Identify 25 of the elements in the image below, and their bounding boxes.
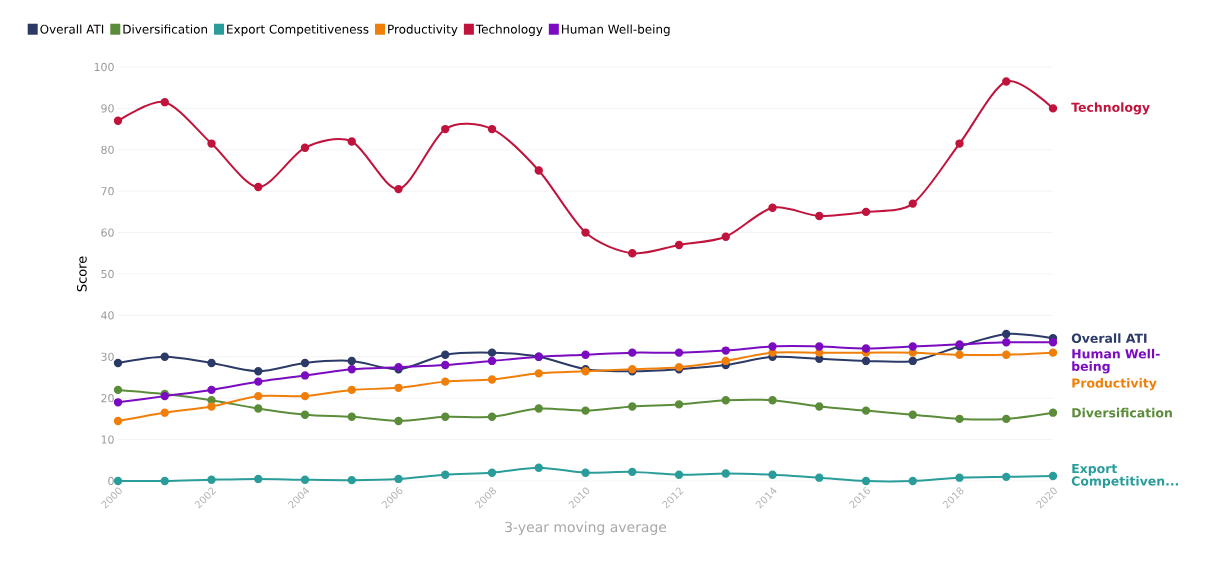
legend-label: Overall ATI xyxy=(40,24,104,34)
legend-label: Technology xyxy=(475,24,543,37)
legend-label: Human Well-being xyxy=(562,24,670,37)
y-axis-title: Score xyxy=(76,256,87,292)
y-tick-label: 70 xyxy=(101,187,114,196)
y-tick-label: 100 xyxy=(94,62,114,72)
legend-label: Export Competitiveness xyxy=(227,24,369,37)
legend-label: Diversification xyxy=(123,24,208,34)
text: Technology xyxy=(1071,102,1150,115)
y-tick-label: 10 xyxy=(101,435,114,444)
y-tick-label: 20 xyxy=(101,394,114,403)
y-tick-label: 40 xyxy=(101,311,114,320)
y-tick-label: 80 xyxy=(101,145,114,154)
y-tick-label: 30 xyxy=(101,352,114,361)
text: Export Competitiven... xyxy=(1071,463,1179,489)
text: Productivity xyxy=(1072,378,1157,391)
y-tick-label: 0 xyxy=(108,476,114,486)
y-tick-label: 90 xyxy=(101,104,114,113)
text: Overall ATI xyxy=(1071,333,1147,343)
y-tick-label: 60 xyxy=(101,228,114,237)
text: Diversification xyxy=(1072,407,1172,418)
text: Human Well-being xyxy=(1072,348,1160,374)
legend-label: Productivity xyxy=(388,24,458,37)
y-tick-label: 50 xyxy=(101,269,114,279)
x-axis-title: 3-year moving average xyxy=(505,521,667,535)
